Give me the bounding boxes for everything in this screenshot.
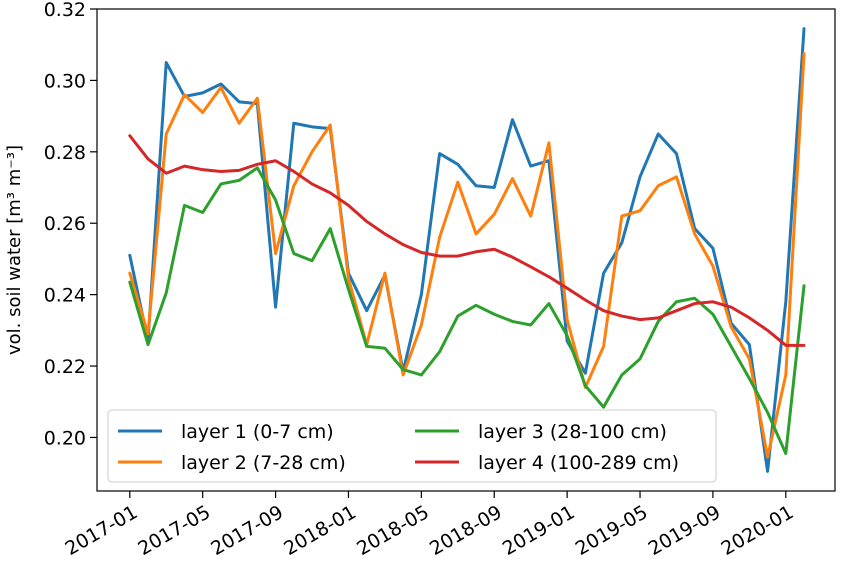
legend-label-layer-1: layer 1 (0-7 cm): [181, 421, 334, 443]
series-layer: [128, 27, 806, 473]
y-tick-label: 0.20: [44, 427, 86, 449]
series-line-layer-1: [128, 27, 806, 473]
series-line-layer-4: [128, 134, 806, 347]
y-tick-label: 0.28: [44, 142, 86, 164]
y-tick-label: 0.22: [44, 356, 86, 378]
legend: layer 1 (0-7 cm) layer 2 (7-28 cm) layer 3…: [107, 409, 717, 483]
y-tick-label: 0.24: [44, 285, 86, 307]
legend-label-layer-2: layer 2 (7-28 cm): [181, 452, 346, 474]
legend-box: [107, 409, 717, 483]
y-axis: 0.20 0.22 0.24 0.26 0.28 0.30 0.32: [44, 0, 97, 449]
series-line-layer-2: [128, 52, 806, 459]
y-tick-label: 0.32: [44, 0, 86, 21]
y-tick-label: 0.30: [44, 70, 86, 92]
y-tick-label: 0.26: [44, 213, 86, 235]
legend-label-layer-3: layer 3 (28-100 cm): [478, 421, 667, 443]
y-axis-title: vol. soil water [m³ m⁻³]: [4, 145, 25, 355]
series-line-layer-3: [128, 166, 806, 456]
legend-label-layer-4: layer 4 (100-289 cm): [478, 452, 679, 474]
plot-frame: [96, 8, 836, 492]
